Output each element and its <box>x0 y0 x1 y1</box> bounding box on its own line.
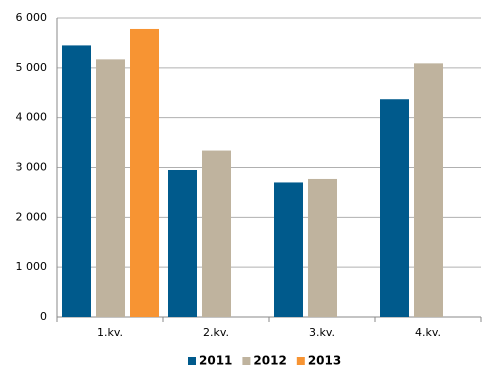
bar <box>96 59 125 318</box>
bar <box>62 45 91 318</box>
y-tick-label: 2 000 <box>16 210 48 223</box>
legend-swatch <box>188 357 196 365</box>
bar <box>274 182 303 317</box>
y-tick-label: 4 000 <box>16 111 48 124</box>
bar <box>414 63 443 318</box>
x-tick-label: 4.kv. <box>415 326 441 339</box>
bar <box>308 178 337 317</box>
legend-swatch <box>296 357 305 365</box>
y-tick-label: 5 000 <box>16 61 48 74</box>
legend-label: 2012 <box>253 354 286 368</box>
legend: 2011 2012 2013 <box>188 354 341 368</box>
x-tick-label: 3.kv. <box>309 326 335 339</box>
legend-label: 2011 <box>199 354 232 368</box>
bar <box>168 169 197 317</box>
y-tick-label: 0 <box>40 310 47 323</box>
legend-label: 2013 <box>308 354 341 368</box>
bar <box>130 28 159 318</box>
x-tick-label: 1.kv. <box>97 326 123 339</box>
x-tick-label: 2.kv. <box>203 326 229 339</box>
y-tick-label: 6 000 <box>16 11 48 24</box>
bar <box>380 99 409 317</box>
y-tick-label: 3 000 <box>16 161 48 174</box>
bar <box>202 150 231 317</box>
y-tick-label: 1 000 <box>16 260 48 273</box>
legend-swatch <box>242 357 251 365</box>
